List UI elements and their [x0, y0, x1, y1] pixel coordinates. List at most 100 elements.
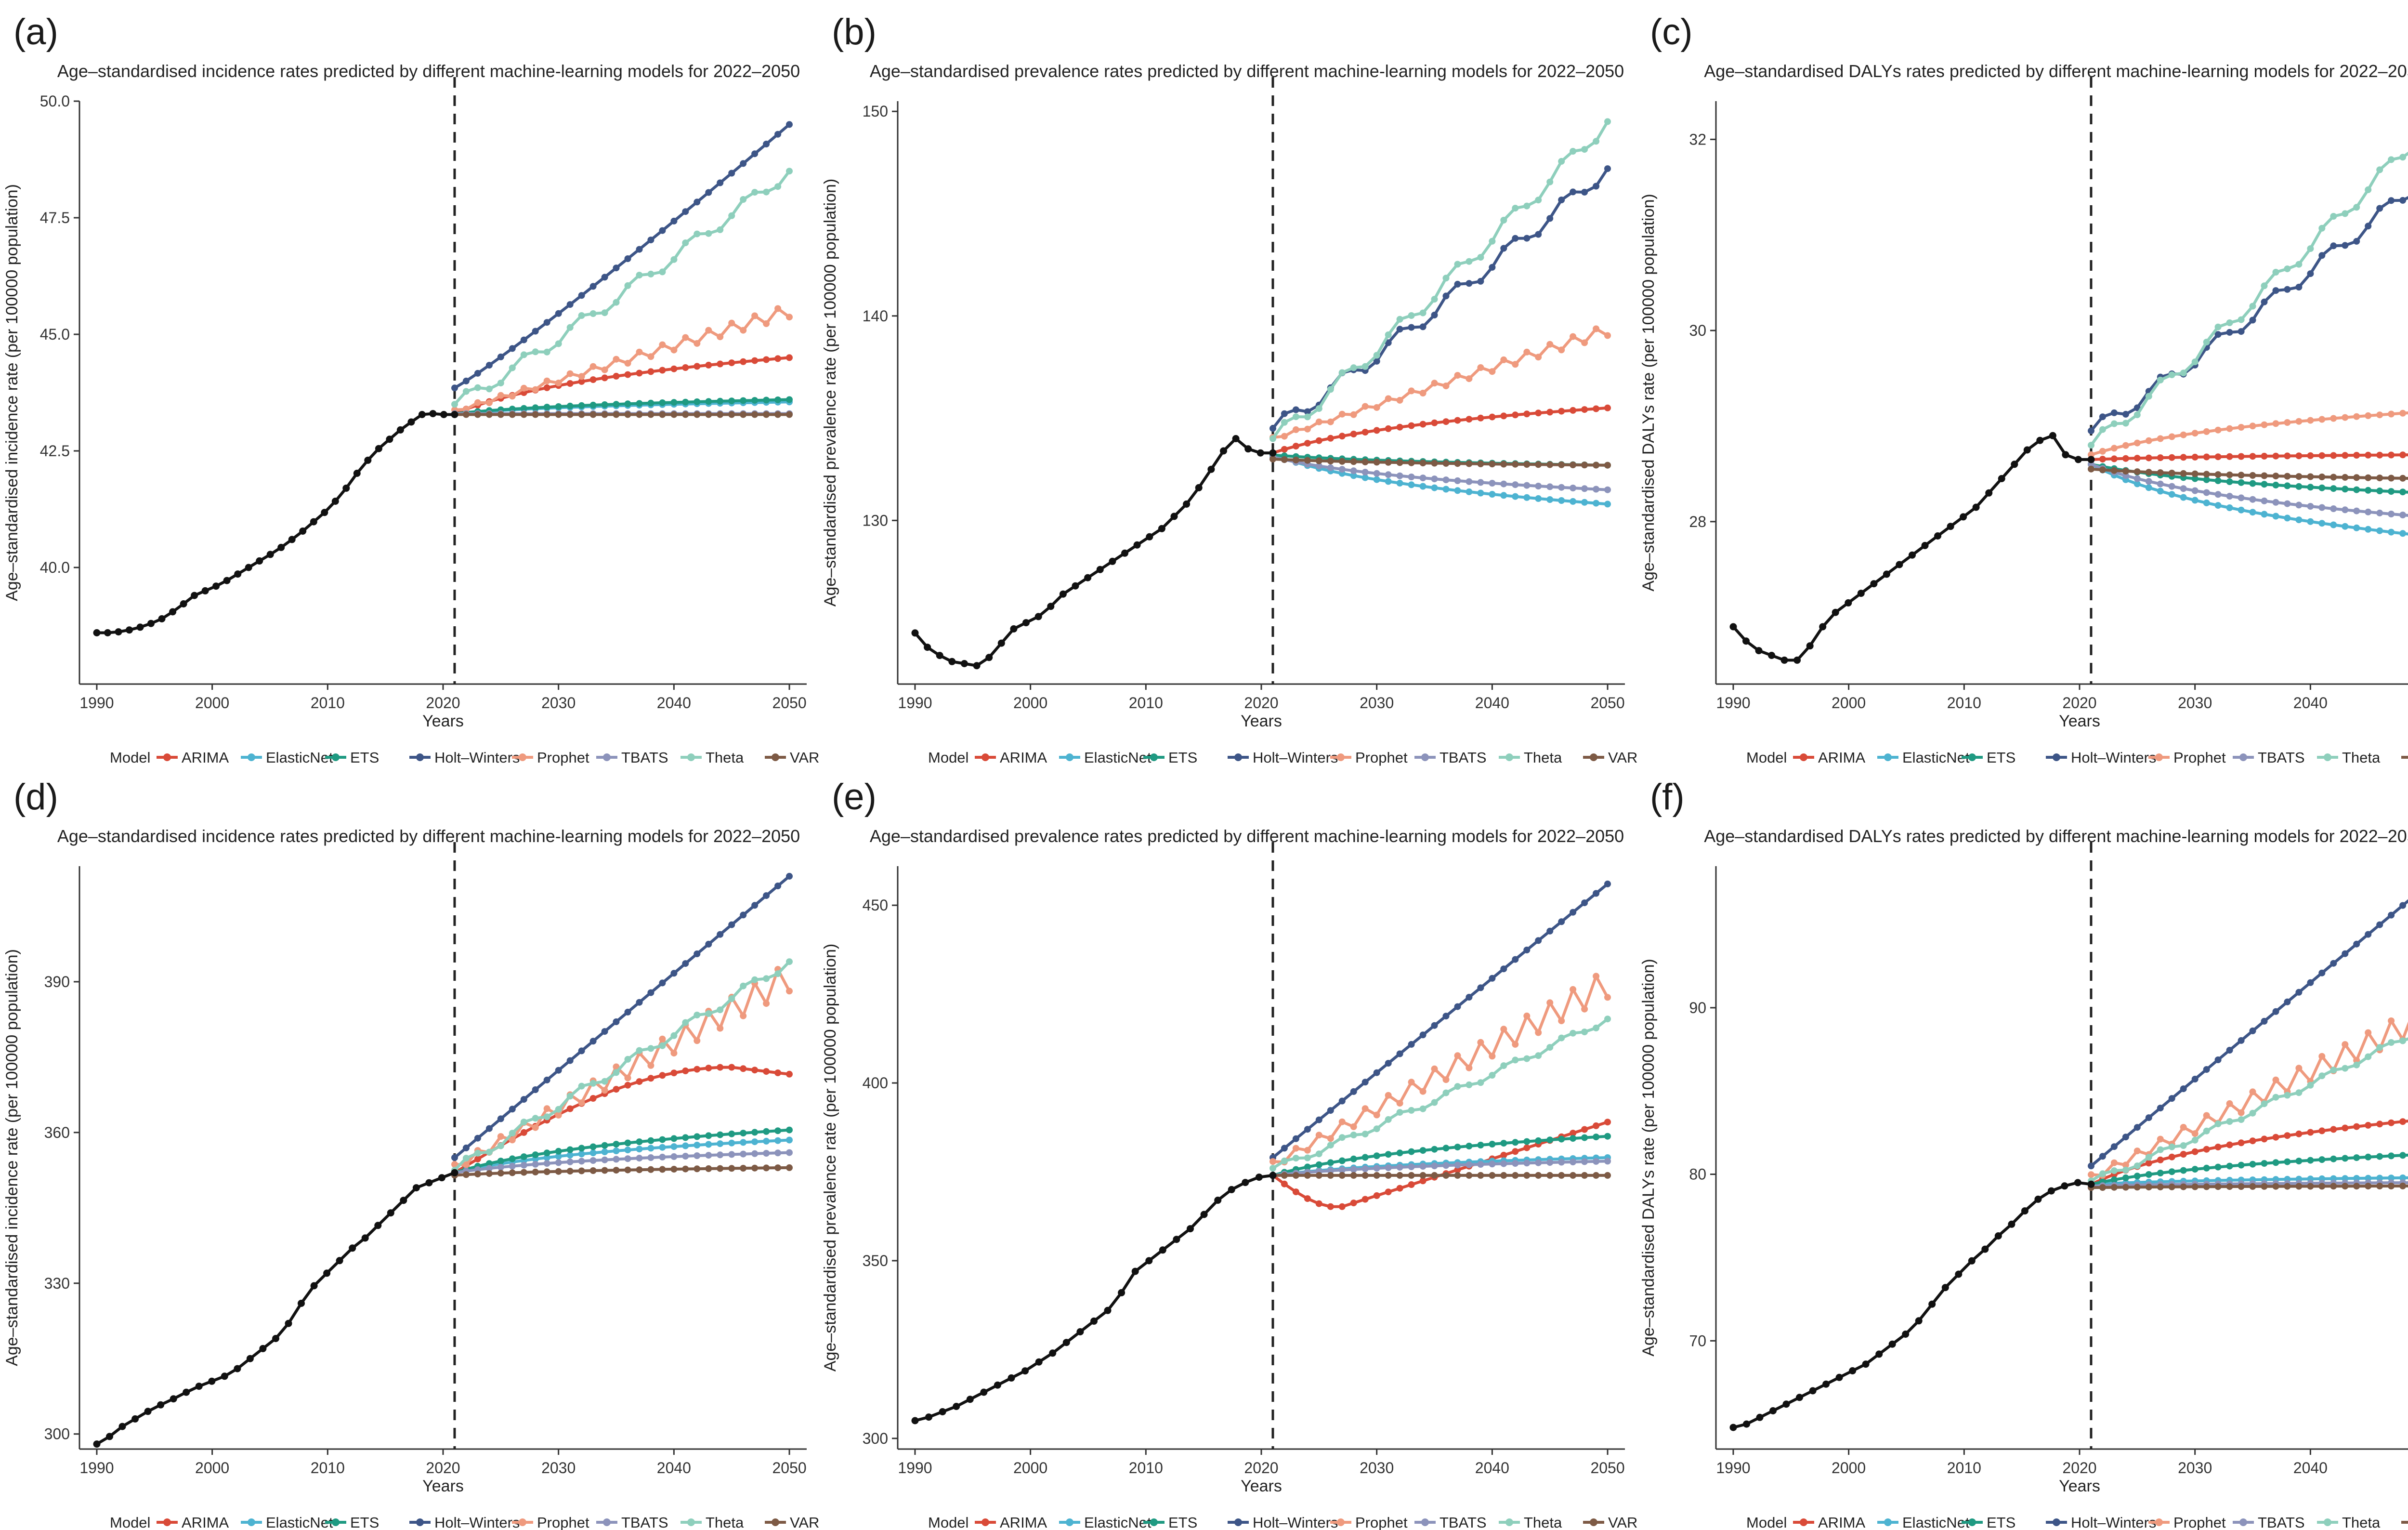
series-point	[670, 1166, 678, 1173]
series-point	[2203, 476, 2210, 483]
series-point	[670, 1135, 678, 1142]
series-point	[543, 348, 550, 356]
historical-point	[2074, 456, 2082, 463]
series-point	[1454, 1161, 1461, 1169]
series-point	[474, 1149, 481, 1157]
series-point	[1408, 1079, 1415, 1086]
series-point	[728, 212, 735, 219]
series-point	[2353, 1175, 2360, 1182]
series-point	[1558, 461, 1565, 468]
series-point	[1350, 1132, 1357, 1138]
series-point	[509, 364, 516, 371]
series-point	[1373, 1069, 1380, 1076]
series-point	[2168, 1095, 2175, 1102]
series-point	[670, 411, 678, 418]
series-point	[2191, 1076, 2199, 1082]
legend-label: VAR	[1608, 1514, 1637, 1530]
series-point	[705, 1141, 712, 1148]
series-point	[1466, 416, 1473, 423]
series-point	[1361, 1131, 1369, 1138]
series-point	[2376, 509, 2383, 516]
series-point	[1581, 1134, 1588, 1141]
series-point	[2203, 471, 2210, 478]
series-point	[2307, 1183, 2314, 1190]
series-point	[1570, 986, 1577, 993]
series-point	[1442, 1076, 1450, 1083]
series-theta	[1269, 118, 1611, 442]
y-tick-label: 42.5	[40, 442, 70, 460]
legend-swatch-dot	[772, 1518, 779, 1526]
series-point	[2191, 1183, 2199, 1190]
series-point	[659, 341, 666, 348]
series-point	[1327, 1135, 1334, 1142]
series-point	[1523, 1144, 1531, 1151]
historical-point	[1921, 541, 1929, 549]
series-point	[1361, 1196, 1369, 1203]
x-axis-label: Years	[422, 712, 464, 730]
series-point	[1593, 890, 1600, 897]
series-point	[2133, 439, 2141, 447]
series-point	[763, 892, 770, 899]
historical-point	[936, 652, 943, 659]
series-point	[2388, 197, 2395, 204]
series-point	[2226, 329, 2233, 336]
series-point	[1338, 1157, 1346, 1164]
series-point	[2261, 1183, 2268, 1190]
series-point	[2365, 931, 2372, 938]
series-point	[647, 270, 654, 277]
series-point	[2399, 1037, 2407, 1044]
legend-swatch-dot	[2324, 753, 2331, 761]
legend-swatch-dot	[1421, 753, 1429, 761]
series-point	[578, 1099, 585, 1107]
series-point	[2318, 474, 2326, 480]
x-tick-label: 2010	[1947, 694, 1981, 712]
historical-point	[418, 411, 426, 418]
series-point	[566, 1146, 574, 1153]
series-point	[670, 399, 678, 406]
historical-line	[1732, 434, 2091, 662]
series-point	[2295, 418, 2303, 425]
series-point	[2388, 911, 2395, 919]
series-point	[2342, 486, 2349, 493]
x-tick-label: 2030	[541, 1459, 576, 1477]
series-point	[1454, 1144, 1461, 1151]
historical-point	[2023, 446, 2031, 454]
series-point	[543, 384, 550, 391]
series-point	[2399, 451, 2407, 459]
series-point	[1373, 427, 1380, 434]
series-point	[1535, 483, 1542, 489]
series-point	[1327, 1142, 1334, 1149]
series-point	[694, 363, 701, 370]
series-point	[624, 282, 631, 289]
series-point	[2238, 494, 2245, 501]
series-point	[694, 1142, 701, 1148]
y-tick-label: 390	[44, 973, 70, 990]
series-point	[624, 1155, 631, 1162]
legend-label: ETS	[350, 1514, 379, 1530]
legend-label: TBATS	[2258, 1514, 2305, 1530]
series-point	[751, 1067, 759, 1074]
series-point	[705, 1165, 712, 1172]
series-point	[751, 189, 759, 196]
series-point	[694, 1133, 701, 1140]
historical-point	[387, 1209, 394, 1217]
series-point	[1269, 435, 1276, 442]
historical-point	[195, 1383, 203, 1390]
series-point	[1523, 410, 1531, 418]
legend: Model ARIMA ElasticNet ETS Holt–Winters Proph…	[1746, 1514, 2408, 1530]
series-point	[543, 1154, 550, 1161]
series-point	[2145, 484, 2152, 491]
panel-letter: (a)	[13, 12, 58, 53]
series-point	[497, 411, 504, 418]
series-point	[1396, 1050, 1403, 1057]
series-point	[636, 400, 643, 407]
series-point	[1373, 1111, 1380, 1119]
series-point	[740, 397, 747, 404]
series-point	[647, 237, 654, 244]
series-point	[1477, 1142, 1484, 1148]
series-point	[717, 411, 724, 418]
series-point	[694, 398, 701, 405]
series-point	[1523, 461, 1531, 468]
series-point	[2133, 1184, 2141, 1191]
